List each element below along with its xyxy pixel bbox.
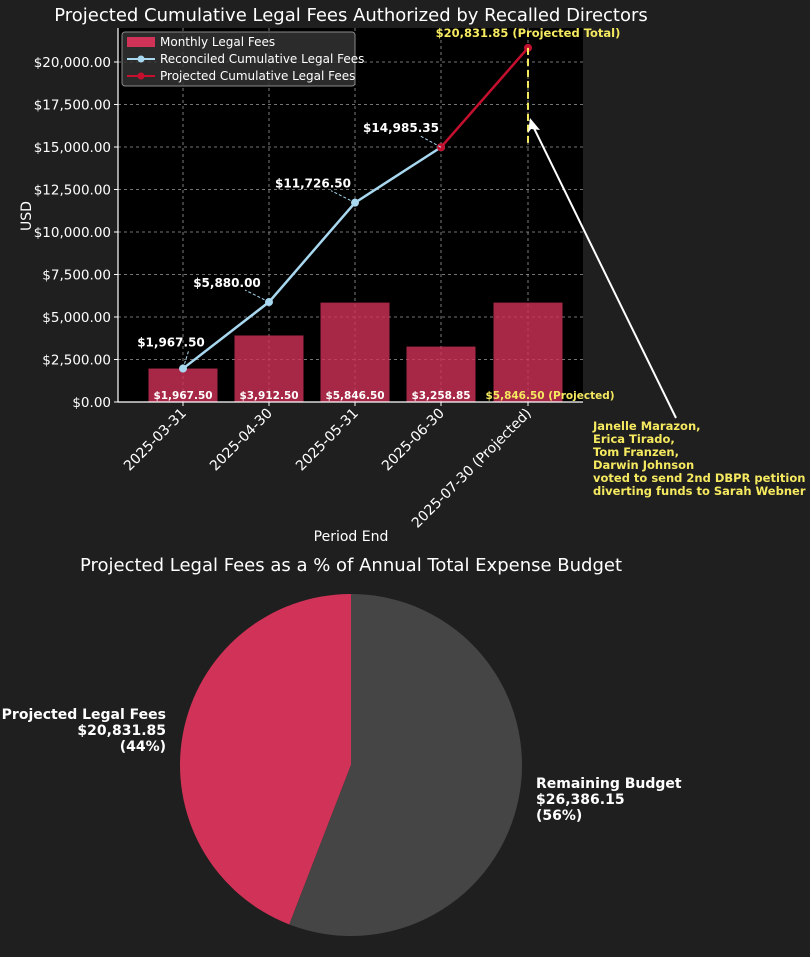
directors-annotation: Janelle Marazon, Erica Tirado, Tom Franz… <box>528 118 809 498</box>
x-tick-label: 2025-06-30 <box>379 406 448 475</box>
x-tick-label: 2025-05-31 <box>293 406 362 475</box>
legend-box <box>121 31 356 87</box>
axes <box>117 28 583 403</box>
bar-value-label: $3,258.85 <box>411 390 470 402</box>
bar-value-label: $3,912.50 <box>239 390 298 402</box>
projected-total-label: $20,831.85 (Projected Total) <box>436 26 621 40</box>
point-label-leader <box>244 289 270 303</box>
y-tick-label: $12,500.00 <box>34 183 111 199</box>
x-tick-label: 2025-03-31 <box>121 406 190 475</box>
cumulative-point-label: $1,967.50 <box>137 336 205 350</box>
cumulative-point-label: $11,726.50 <box>275 177 351 191</box>
y-tick-label: $10,000.00 <box>34 225 111 241</box>
pie-slice <box>289 594 523 937</box>
x-ticks: 2025-03-31 2025-04-30 2025-05-31 2025-06-30… <box>121 402 535 531</box>
monthly-fee-bar <box>148 368 218 402</box>
pie-slice <box>180 594 351 925</box>
x-axis-label: Period End <box>314 529 389 545</box>
bar-value-label: $5,846.50 (Projected) <box>485 390 614 402</box>
projected-cumulative-line <box>440 47 529 149</box>
pie-label-pct: (44%) <box>120 739 166 755</box>
lines-layer: $1,967.50 $5,880.00 $11,726.50 $14,985.35 $2… <box>137 26 620 373</box>
annotation-line: Erica Tirado, <box>593 432 675 446</box>
monthly-fee-bar <box>493 302 563 402</box>
point-label-leader <box>418 134 442 148</box>
monthly-fee-bar <box>406 346 476 402</box>
grid-lines <box>118 28 583 402</box>
y-ticks: $0.00 $2,500.00 $5,000.00 $7,500.00 $10,000.… <box>34 55 118 411</box>
legend-marker-reconciled <box>137 55 145 63</box>
pie-label-pct: (56%) <box>536 808 582 824</box>
pie-chart-title: Projected Legal Fees as a % of Annual To… <box>80 555 622 576</box>
legend-marker-projected <box>137 72 145 80</box>
annotation-line: voted to send 2nd DBPR petition <box>593 471 805 485</box>
annotation-line: Darwin Johnson <box>593 458 694 472</box>
monthly-fee-bar <box>320 302 390 402</box>
annotation-arrow-shaft <box>529 119 677 419</box>
bar-chart-title: Projected Cumulative Legal Fees Authoriz… <box>54 5 648 26</box>
y-tick-label: $20,000.00 <box>34 55 111 71</box>
monthly-fee-bar <box>234 335 304 402</box>
y-tick-label: $7,500.00 <box>42 268 111 284</box>
cumulative-point-label: $5,880.00 <box>193 276 261 290</box>
bar-value-label: $5,846.50 <box>325 390 384 402</box>
bar-value-label: $1,967.50 <box>153 390 212 402</box>
y-tick-label: $17,500.00 <box>34 98 111 114</box>
pie-label-remaining: Remaining Budget $26,386.15 (56%) <box>536 776 682 824</box>
pie-label-name: Projected Legal Fees <box>2 707 166 723</box>
point-label-leader <box>182 349 190 369</box>
pie-label-legal-fees: Projected Legal Fees $20,831.85 (44%) <box>2 707 166 755</box>
annotation-text: Janelle Marazon, Erica Tirado, Tom Franz… <box>592 419 809 498</box>
annotation-line: Tom Franzen, <box>593 445 679 459</box>
y-tick-label: $0.00 <box>72 395 111 411</box>
pie-label-value: $20,831.85 <box>77 723 166 739</box>
pie-label-name: Remaining Budget <box>536 776 682 792</box>
cumulative-fees-chart: Projected Cumulative Legal Fees Authoriz… <box>19 5 809 545</box>
point-label-leader <box>330 190 356 204</box>
reconciled-cumulative-line <box>182 146 442 370</box>
cumulative-point-label: $14,985.35 <box>363 121 439 135</box>
y-tick-label: $2,500.00 <box>42 353 111 369</box>
legend-label-reconciled: Reconciled Cumulative Legal Fees <box>160 52 364 66</box>
bars-layer <box>148 302 563 402</box>
legend-label-bars: Monthly Legal Fees <box>160 35 275 49</box>
x-tick-label: 2025-04-30 <box>207 406 276 475</box>
pie-label-value: $26,386.15 <box>536 792 625 808</box>
y-tick-label: $5,000.00 <box>42 310 111 326</box>
annotation-arrow-head <box>528 118 540 133</box>
pie-slices <box>180 594 523 937</box>
legend-label-projected: Projected Cumulative Legal Fees <box>160 69 355 83</box>
annotation-line: Janelle Marazon, <box>592 419 701 433</box>
bar-labels-layer: $1,967.50 $3,912.50 $5,846.50 $3,258.85 $5,8… <box>153 390 614 402</box>
y-axis-label: USD <box>19 201 35 231</box>
annotation-line: diverting funds to Sarah Webner <box>593 484 806 498</box>
budget-share-chart: Projected Legal Fees as a % of Annual To… <box>2 555 682 937</box>
legend-swatch-bars <box>127 37 155 47</box>
y-tick-label: $15,000.00 <box>34 140 111 156</box>
legend: Monthly Legal Fees Reconciled Cumulative… <box>121 31 364 87</box>
